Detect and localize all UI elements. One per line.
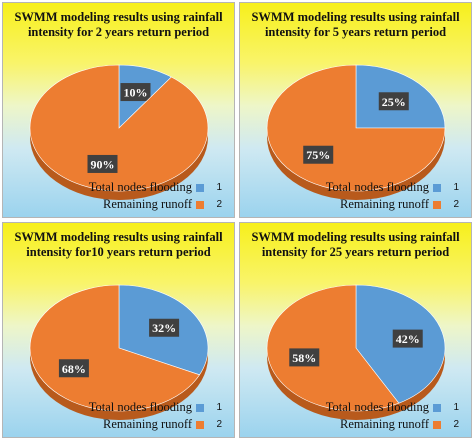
slice-label-bg [120, 83, 151, 102]
slice-label-text: 58% [292, 351, 316, 365]
legend-key: 1 [453, 182, 459, 193]
slice-label-bg [58, 359, 89, 378]
pie-slice-runoff [29, 64, 209, 192]
pie-slice-runoff [29, 284, 200, 412]
chart-title: SWMM modeling results using rainfall int… [14, 230, 223, 259]
slice-label: 10% [120, 83, 151, 102]
slice-label: 42% [392, 329, 423, 348]
legend-swatch-flooding [196, 404, 204, 412]
legend-key: 1 [216, 182, 222, 193]
legend-label: Total nodes flooding [325, 180, 429, 194]
slice-label-text: 25% [382, 95, 406, 109]
legend: Total nodes flooding 1 Remaining runoff … [56, 179, 226, 213]
pie-slice-runoff [266, 284, 400, 412]
legend-swatch-flooding [433, 184, 441, 192]
chart-title: SWMM modeling results using rainfall int… [251, 10, 460, 39]
pie-panel-5-years: SWMM modeling results using rainfall int… [239, 2, 472, 218]
legend: Total nodes flooding 1 Remaining runoff … [56, 399, 226, 433]
pie-panel-10-years: SWMM modeling results using rainfall int… [2, 222, 235, 438]
legend-key: 1 [216, 402, 222, 413]
legend-swatch-runoff [433, 421, 441, 429]
legend-item-flooding: Total nodes flooding 1 [56, 399, 226, 416]
slice-label-text: 75% [306, 148, 330, 162]
legend: Total nodes flooding 1 Remaining runoff … [293, 399, 463, 433]
slice-label: 75% [303, 145, 334, 164]
legend-item-flooding: Total nodes flooding 1 [56, 179, 226, 196]
legend-label: Total nodes flooding [325, 400, 429, 414]
legend-label: Remaining runoff [103, 197, 192, 211]
pie-chart: 10% 90% [29, 64, 209, 200]
legend-label: Total nodes flooding [88, 400, 192, 414]
legend-swatch-flooding [433, 404, 441, 412]
legend-key: 2 [216, 199, 222, 210]
legend-label: Remaining runoff [340, 417, 429, 431]
legend-item-runoff: Remaining runoff 2 [56, 416, 226, 433]
pie-chart: 32% 68% [29, 284, 209, 420]
legend-key: 2 [453, 199, 459, 210]
legend-label: Remaining runoff [340, 197, 429, 211]
slice-label-bg [378, 92, 409, 111]
slice-label: 68% [58, 359, 89, 378]
legend: Total nodes flooding 1 Remaining runoff … [293, 179, 463, 213]
chart-title: SWMM modeling results using rainfall int… [251, 230, 460, 259]
legend-key: 2 [216, 419, 222, 430]
legend-swatch-flooding [196, 184, 204, 192]
legend-swatch-runoff [433, 201, 441, 209]
slice-label-bg [303, 145, 334, 164]
slice-label: 32% [149, 318, 180, 337]
slice-label-bg [392, 329, 423, 348]
legend-item-runoff: Remaining runoff 2 [293, 416, 463, 433]
legend-swatch-runoff [196, 201, 204, 209]
slice-label-text: 42% [396, 332, 420, 346]
legend-item-flooding: Total nodes flooding 1 [293, 399, 463, 416]
slice-label-text: 32% [152, 321, 176, 335]
legend-item-runoff: Remaining runoff 2 [56, 196, 226, 213]
chart-title: SWMM modeling results using rainfall int… [14, 10, 223, 39]
slice-label-text: 68% [62, 362, 86, 376]
legend-label: Total nodes flooding [88, 180, 192, 194]
slice-label: 25% [378, 92, 409, 111]
pie-chart: 25% 75% [266, 64, 446, 200]
pie-panel-2-years: SWMM modeling results using rainfall int… [2, 2, 235, 218]
slice-label-text: 90% [90, 157, 114, 171]
slice-label: 90% [87, 154, 118, 173]
slice-label: 58% [289, 348, 320, 367]
legend-item-flooding: Total nodes flooding 1 [293, 179, 463, 196]
pie-chart: 42% 58% [266, 284, 446, 420]
legend-swatch-runoff [196, 421, 204, 429]
legend-key: 1 [453, 402, 459, 413]
legend-item-runoff: Remaining runoff 2 [293, 196, 463, 213]
slice-label-bg [149, 318, 180, 337]
legend-label: Remaining runoff [103, 417, 192, 431]
slice-label-text: 10% [124, 86, 148, 100]
legend-key: 2 [453, 419, 459, 430]
slice-label-bg [289, 348, 320, 367]
slice-label-bg [87, 154, 118, 173]
pie-panel-25-years: SWMM modeling results using rainfall int… [239, 222, 472, 438]
